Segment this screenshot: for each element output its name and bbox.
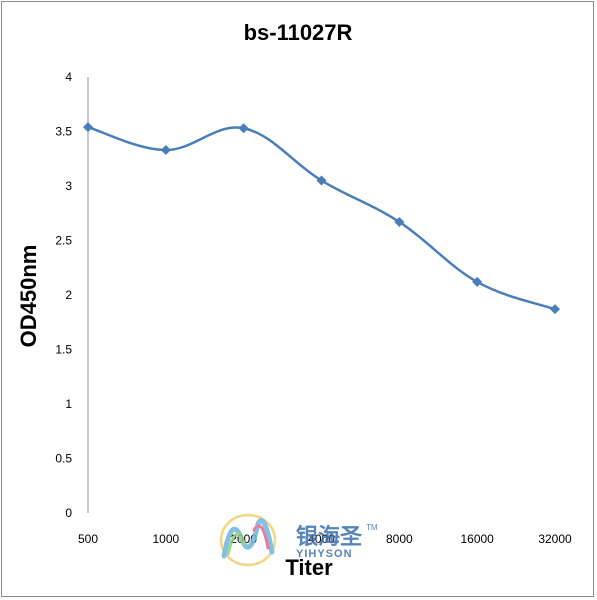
data-point-marker — [316, 175, 327, 186]
y-tick-label: 4 — [65, 70, 72, 84]
x-tick-label: 500 — [78, 532, 98, 546]
y-tick-label: 1 — [65, 397, 72, 411]
data-point-marker — [83, 122, 93, 133]
x-tick-label: 16000 — [460, 532, 494, 546]
y-tick-label: 3 — [65, 179, 72, 193]
data-point-marker — [472, 276, 483, 287]
x-tick-label: 4000 — [308, 532, 335, 546]
y-tick-label: 0.5 — [55, 452, 72, 466]
y-tick-label: 2 — [65, 288, 72, 302]
watermark-en: YIHYSON — [296, 548, 353, 560]
y-axis-ticks: 0 0.5 1 1.5 2 2.5 3 3.5 4 — [55, 70, 72, 520]
y-axis-title: OD450nm — [16, 245, 41, 348]
data-point-marker — [160, 145, 171, 156]
x-axis-title: Titer — [285, 555, 333, 580]
x-tick-label: 8000 — [386, 532, 413, 546]
chart-title: bs-11027R — [244, 20, 353, 45]
watermark: 银海圣 TM YIHYSON — [219, 513, 378, 567]
series-markers — [83, 122, 560, 315]
x-tick-label: 1000 — [152, 532, 179, 546]
data-point-marker — [238, 123, 249, 134]
watermark-cn: 银海圣 — [296, 524, 363, 550]
watermark-logo-mark — [219, 513, 277, 567]
data-point-marker — [550, 304, 560, 315]
data-point-marker — [394, 216, 405, 227]
y-tick-label: 0 — [65, 506, 72, 520]
y-tick-label: 1.5 — [55, 343, 72, 357]
watermark-tm: TM — [366, 523, 378, 532]
x-tick-label: 32000 — [538, 532, 572, 546]
series-line — [86, 125, 557, 311]
y-tick-label: 3.5 — [55, 125, 72, 139]
x-axis-ticks: 500 1000 2000 4000 8000 16000 32000 — [78, 532, 572, 546]
y-tick-label: 2.5 — [55, 234, 72, 248]
